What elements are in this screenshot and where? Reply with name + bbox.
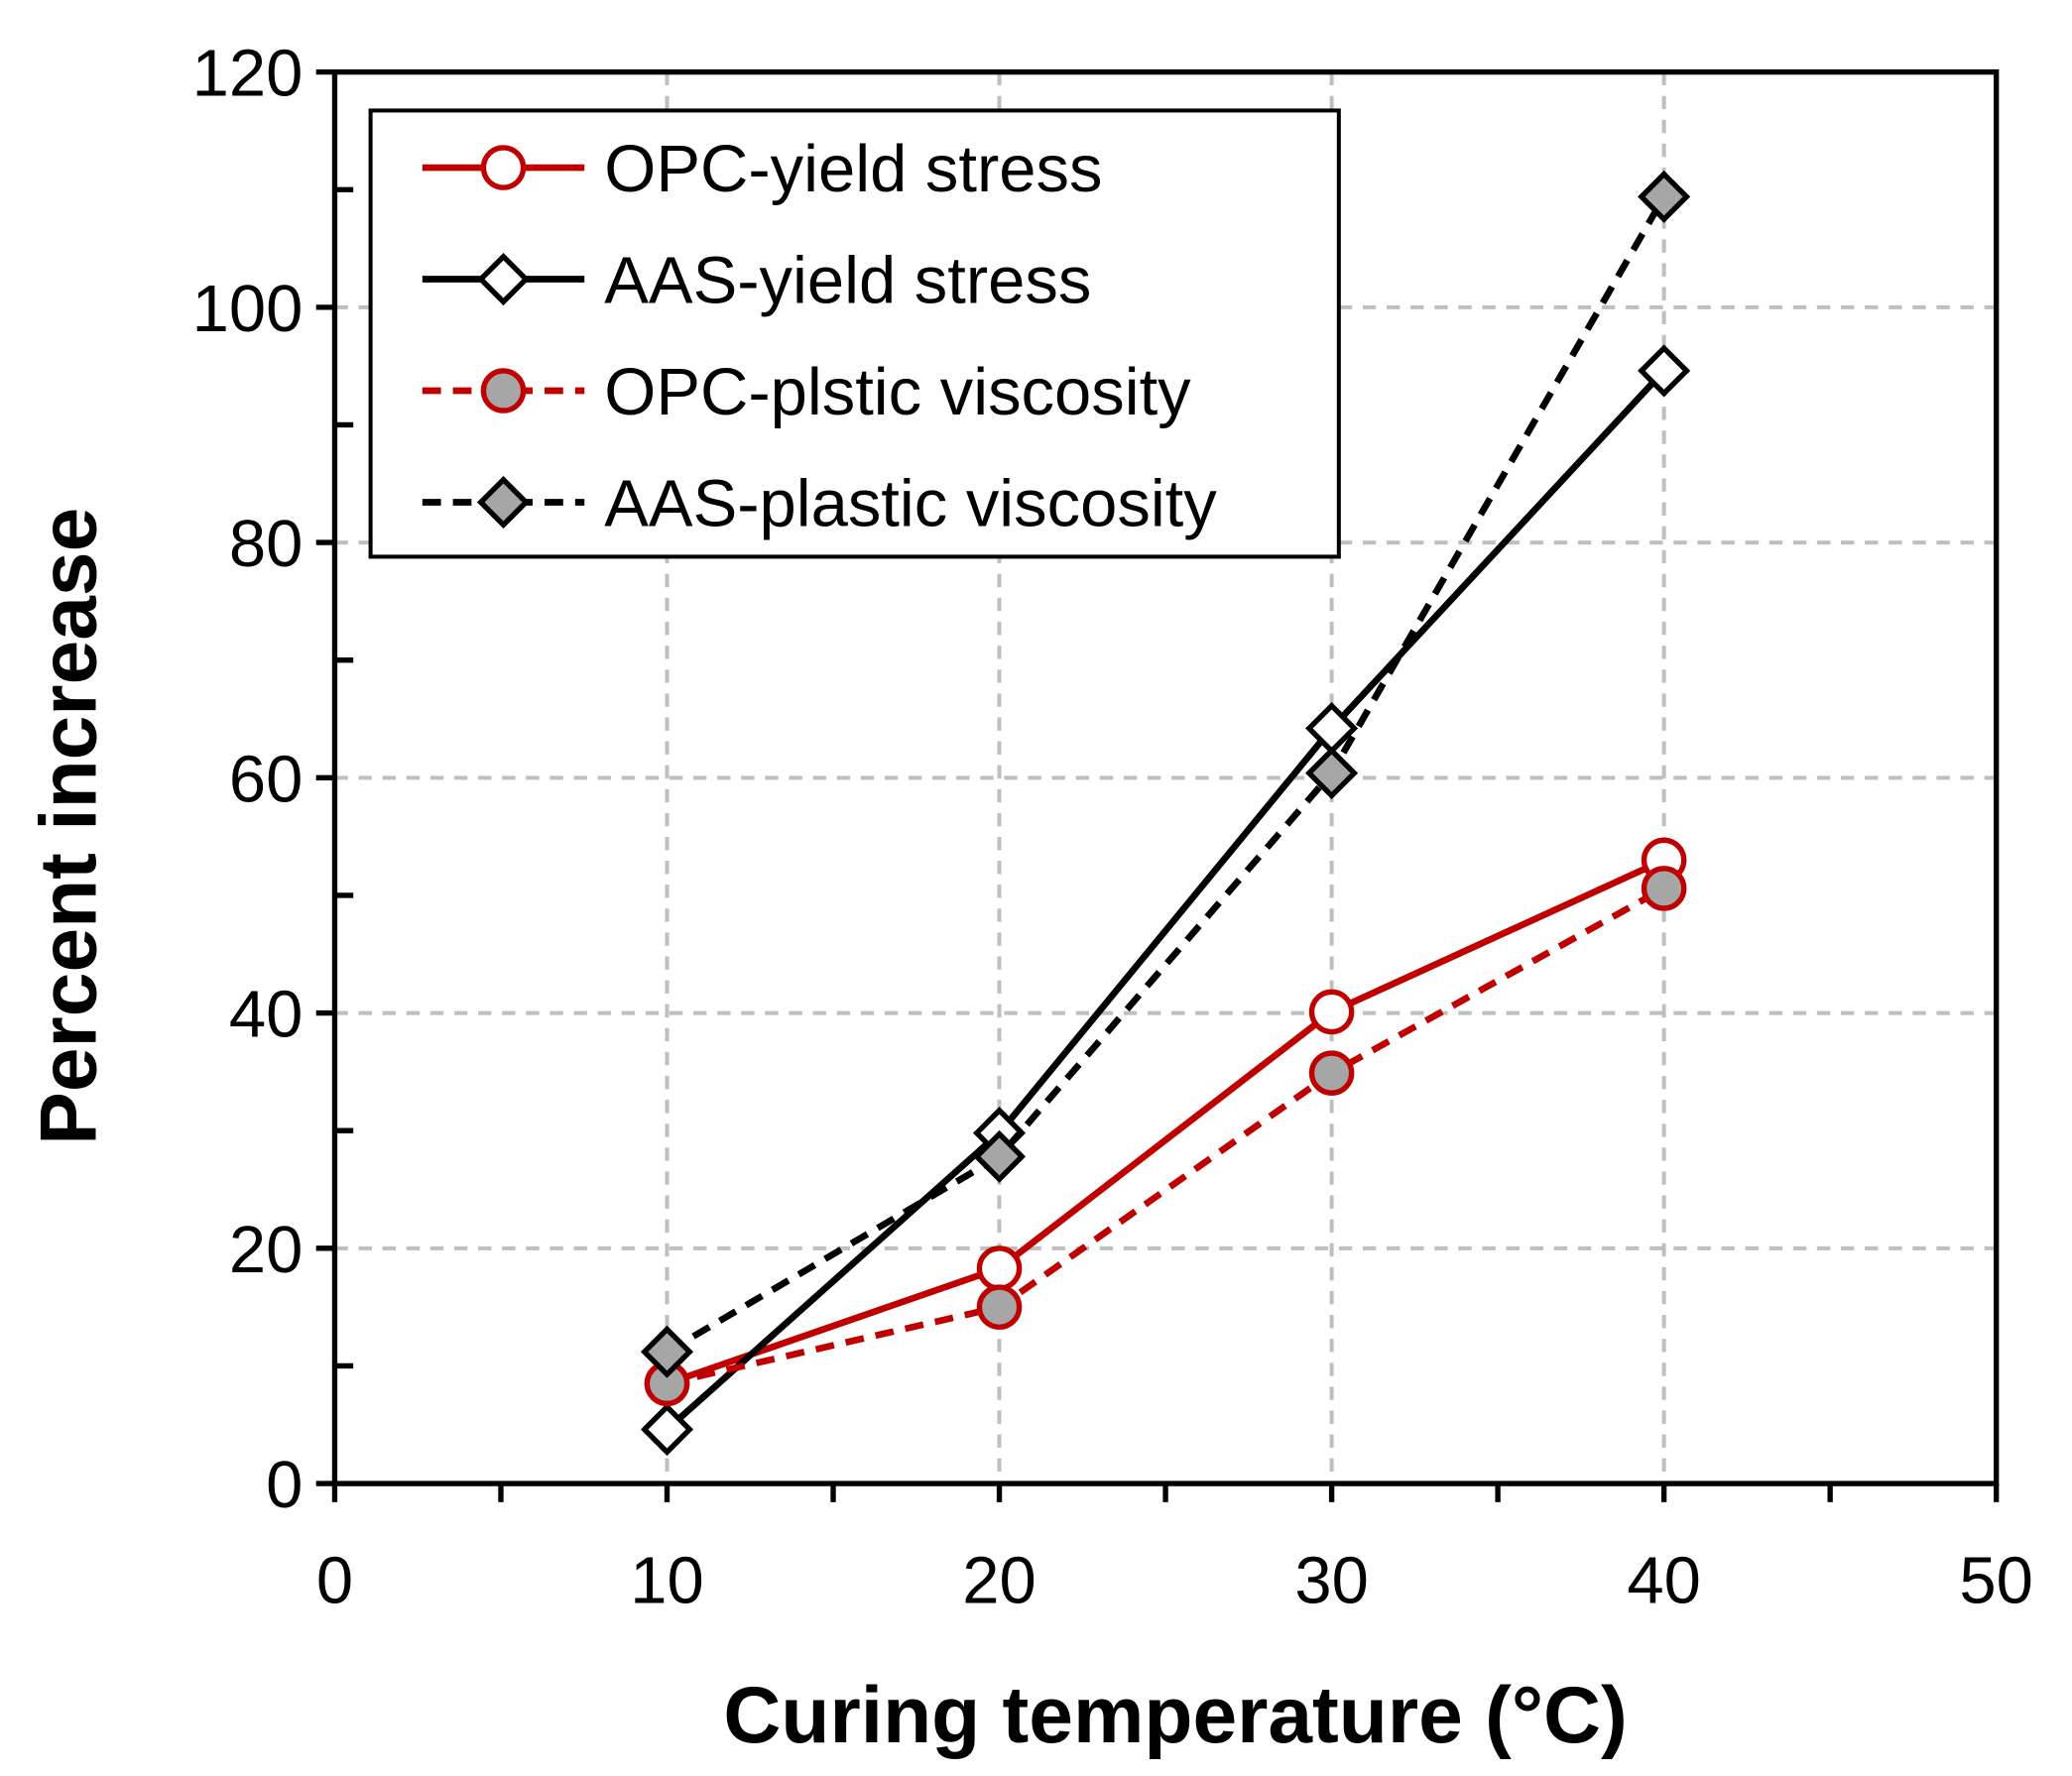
legend-entry: AAS-plastic viscosity [422, 467, 1217, 541]
legend: OPC-yield stress AAS-yield stress OPC-plst… [368, 108, 1341, 559]
data-point [1641, 866, 1687, 911]
y-axis-label: Percent increase [24, 508, 113, 1145]
data-point [640, 1402, 694, 1457]
legend-entry: AAS-yield stress [422, 244, 1091, 318]
data-point [640, 1325, 694, 1378]
series-layer [640, 170, 1691, 1457]
series-opc-plstic-viscosity [644, 866, 1687, 1407]
y-tick-label: 120 [192, 37, 304, 111]
series-aas-plastic-viscosity [640, 170, 1691, 1378]
legend-label: AAS-yield stress [604, 244, 1091, 318]
data-point [1308, 1050, 1355, 1096]
data-point [1308, 989, 1355, 1035]
data-point [1638, 170, 1691, 223]
legend-label: AAS-plastic viscosity [604, 467, 1217, 541]
series-line [666, 857, 1666, 1387]
legend-marker [480, 145, 527, 190]
legend-marker [476, 475, 531, 530]
x-tick-label: 40 [1627, 1544, 1700, 1618]
x-tick-label: 30 [1294, 1544, 1368, 1618]
legend-marker [476, 252, 531, 306]
legend-box [368, 108, 1341, 559]
legend-label: OPC-plstic viscosity [604, 355, 1191, 429]
series-line [665, 194, 1667, 1356]
y-tick-label: 40 [229, 978, 303, 1052]
series-line [665, 368, 1667, 1433]
data-point [976, 1284, 1023, 1330]
y-tick-label: 80 [229, 507, 303, 581]
data-point [972, 1129, 1027, 1183]
series-line [666, 885, 1666, 1387]
x-tick-label: 20 [962, 1544, 1036, 1618]
x-tick-label: 10 [630, 1544, 703, 1618]
y-tick-label: 60 [229, 742, 303, 816]
x-tick-label: 50 [1959, 1544, 2032, 1618]
data-point [1305, 747, 1359, 800]
legend-entry: OPC-plstic viscosity [422, 355, 1191, 429]
y-tick-label: 100 [192, 272, 304, 346]
x-tick-label: 0 [316, 1544, 353, 1618]
y-tick-label: 0 [266, 1448, 303, 1522]
axes: 0 10 20 30 40 50 0 20 40 60 80 100 120 [192, 37, 2033, 1618]
data-point [976, 1245, 1023, 1291]
data-point [1638, 344, 1691, 398]
series-opc-yield-stress [644, 837, 1687, 1407]
legend-label: OPC-yield stress [604, 132, 1102, 206]
y-tick-label: 20 [229, 1213, 303, 1287]
legend-entry: OPC-yield stress [422, 132, 1102, 206]
legend-marker [480, 368, 527, 414]
x-axis-label: Curing temperature (°C) [723, 1671, 1627, 1760]
